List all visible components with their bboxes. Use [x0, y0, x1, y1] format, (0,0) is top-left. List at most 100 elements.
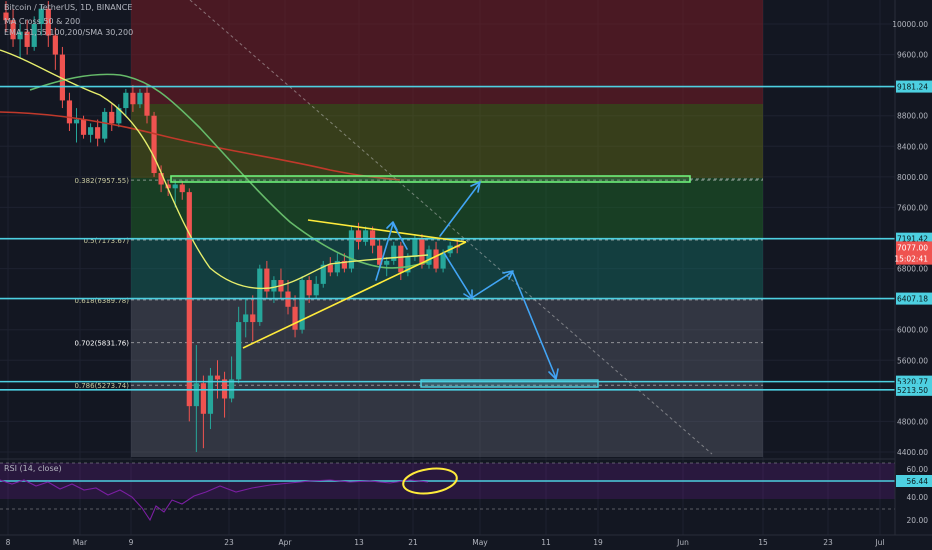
candle-body	[299, 280, 305, 330]
time-axis-background	[0, 535, 932, 550]
arrowhead	[463, 289, 473, 300]
projection-arrow	[375, 223, 394, 281]
candle-body	[165, 184, 171, 189]
candle-body	[398, 245, 404, 273]
candle-body	[327, 264, 333, 273]
triangle-lower-line	[242, 241, 467, 349]
candle-body	[419, 238, 425, 265]
projection-arrow	[443, 252, 473, 299]
indicator-ma-cross[interactable]: MA Cross 50 & 200	[4, 17, 81, 26]
fib-level-label: 0.5(7173.67)	[83, 237, 129, 245]
candle-body	[158, 173, 164, 185]
candle-body	[52, 35, 58, 55]
candle-body	[193, 383, 199, 407]
fib-level-label: 0.618(6389.78)	[75, 297, 130, 305]
candle-body	[292, 306, 298, 330]
price-tick-label: 6800.00	[897, 265, 928, 274]
price-tag	[896, 383, 932, 396]
rsi-value-label: 56.44	[907, 477, 929, 486]
candle-body	[116, 108, 122, 124]
price-tag	[896, 80, 932, 93]
fib-level-label: 0.786(5273.74)	[75, 382, 130, 390]
arrowhead	[548, 368, 559, 380]
candle-body	[207, 375, 214, 414]
price-tick-label: 7600.00	[897, 203, 928, 212]
candle-body	[59, 54, 65, 101]
fib-zone-bottom	[131, 298, 763, 457]
time-tick-label: Mar	[73, 538, 88, 547]
candle-body	[405, 257, 411, 273]
rsi-tick-label: 20.00	[907, 516, 929, 525]
time-tick-label: 19	[593, 538, 603, 547]
candle-body	[31, 24, 37, 47]
candle-body	[38, 8, 44, 24]
candle-body	[229, 379, 235, 399]
arrowhead	[470, 181, 481, 193]
fib-zone-lower	[131, 238, 763, 298]
price-tag-label: 5213.50	[897, 386, 928, 395]
candle-body	[264, 268, 270, 292]
price-tag-label: 6407.18	[897, 295, 928, 304]
price-tick-label: 9600.00	[897, 51, 928, 60]
candle-body	[320, 264, 326, 284]
candle-body	[24, 31, 30, 47]
candle-body	[200, 383, 206, 414]
target-box	[420, 379, 599, 388]
rsi-tick-label: 60.00	[907, 465, 929, 474]
candle-body	[236, 322, 242, 380]
price-tag	[896, 241, 932, 254]
candle-body	[355, 230, 362, 242]
time-tick-label: 15	[758, 538, 768, 547]
time-tick-label: 23	[224, 538, 234, 547]
time-tick-label: Apr	[279, 538, 293, 547]
candle-body	[95, 127, 101, 139]
candle-body	[362, 230, 369, 242]
candle-body	[348, 230, 355, 269]
candle-body	[73, 119, 80, 124]
candle-body	[144, 92, 150, 116]
candle-body	[151, 115, 157, 174]
candle-body	[250, 314, 256, 323]
candle-body	[66, 100, 73, 124]
candle-body	[80, 119, 87, 135]
time-tick-label: 13	[354, 538, 364, 547]
fib-level-label: 0.382(7957.55)	[75, 177, 130, 185]
price-tag	[896, 292, 932, 305]
fib-level-label: 0.702(5831.76)	[75, 340, 130, 348]
price-tick-label: 8400.00	[897, 142, 928, 151]
fib-zone-middle	[131, 178, 763, 238]
projection-arrow	[512, 272, 557, 379]
candle-body	[257, 268, 263, 323]
candle-body	[341, 260, 347, 269]
fib-zone-top	[131, 0, 763, 104]
price-tag	[896, 252, 932, 265]
candle-body	[243, 314, 249, 323]
candle-body	[384, 260, 390, 265]
time-tick-label: May	[472, 538, 488, 547]
fib-zone-upper	[131, 104, 763, 178]
price-tag-label: 15:02:41	[894, 255, 928, 264]
triangle-upper-line	[307, 219, 467, 243]
ma-200-line	[0, 111, 401, 181]
price-tick-label: 8000.00	[897, 173, 928, 182]
candle-body	[221, 379, 228, 399]
price-tag-label: 5320.77	[897, 378, 928, 387]
diagonal-trendline	[189, 0, 713, 455]
symbol-title: Bitcoin / TetherUS, 1D, BINANCE	[4, 3, 133, 12]
candle-body	[109, 111, 115, 124]
projection-arrow	[392, 223, 408, 250]
candle-body	[130, 92, 136, 105]
rsi-value-tag	[896, 475, 932, 487]
candle-body	[3, 12, 9, 21]
resistance-box	[170, 175, 691, 183]
candle-body	[426, 249, 432, 265]
rsi-label[interactable]: RSI (14, close)	[4, 464, 62, 473]
ema-line	[0, 49, 429, 290]
price-tick-label: 5600.00	[897, 356, 928, 365]
projection-arrows	[375, 181, 559, 380]
time-tick-label: 11	[541, 538, 551, 547]
indicator-ema-sma[interactable]: EMA 21,55,100,200/SMA 30,200	[4, 28, 134, 37]
arrowhead	[502, 270, 514, 280]
candle-body	[214, 375, 221, 380]
